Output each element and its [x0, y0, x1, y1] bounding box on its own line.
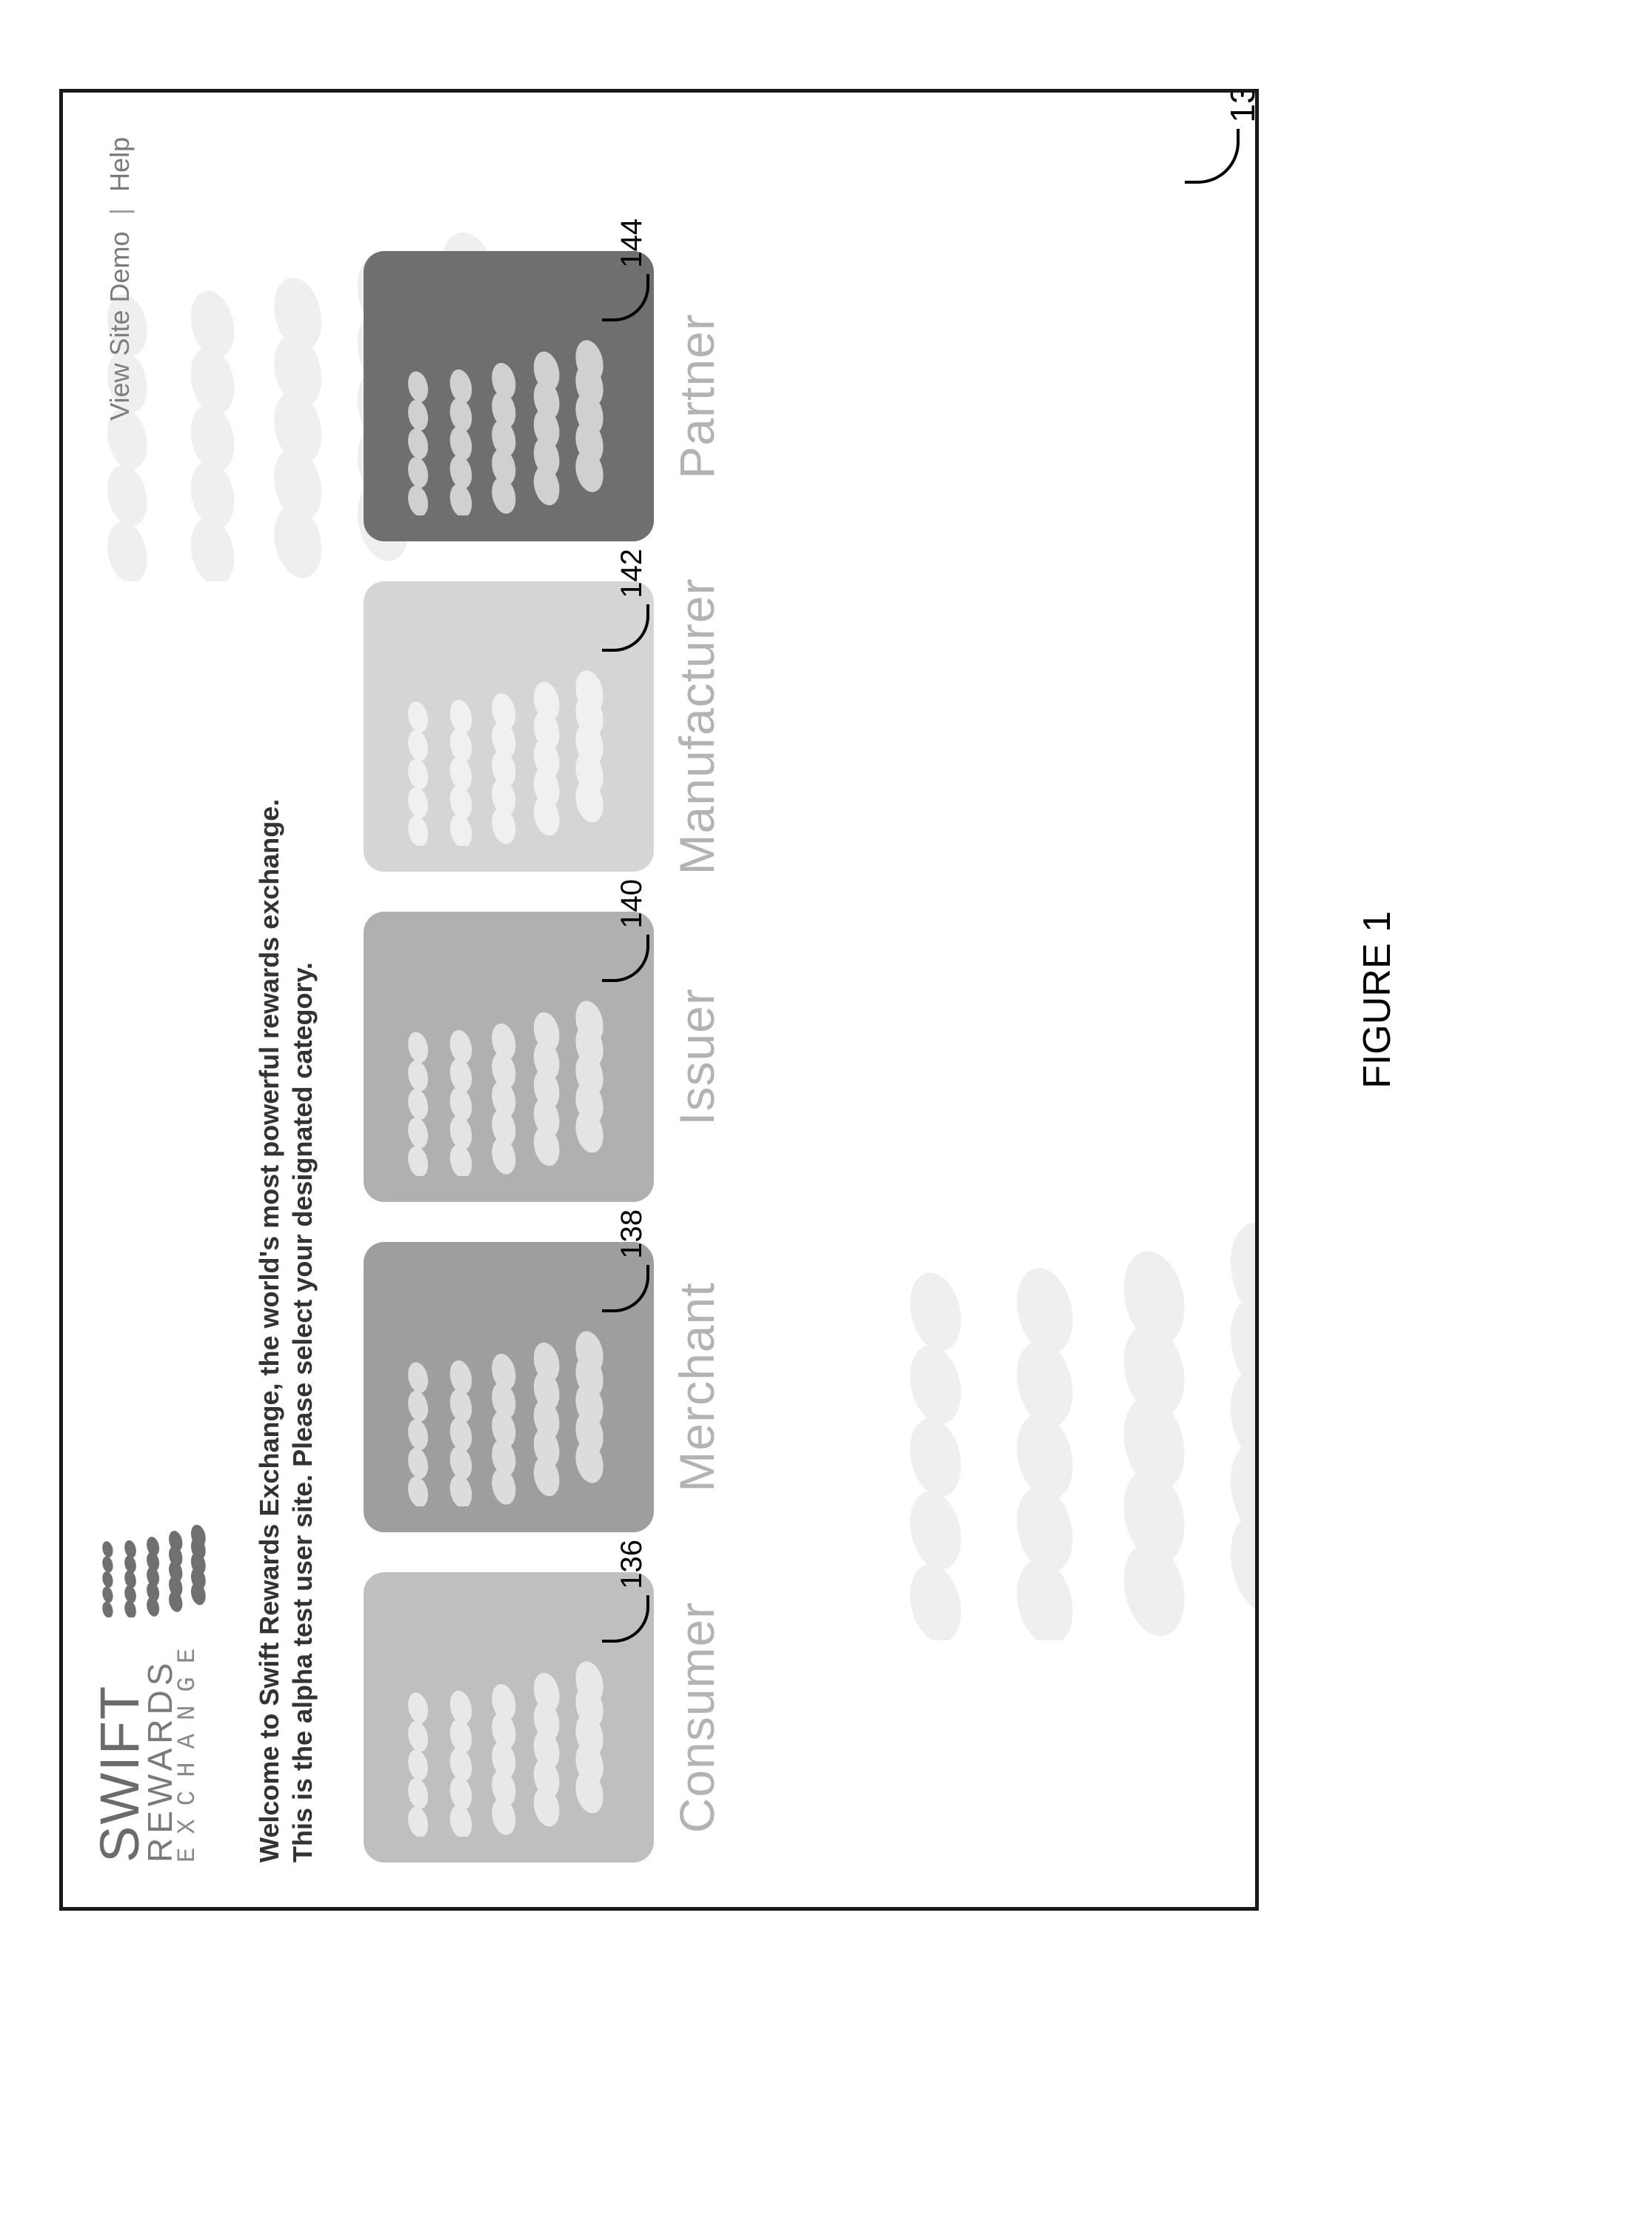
watermark-bottom-left [863, 1033, 1248, 1640]
utility-separator: | [104, 208, 135, 215]
tile-col-consumer: 136 Consumer [364, 1572, 725, 1863]
tile-col-issuer: 140 Issuer [364, 912, 725, 1202]
help-link[interactable]: Help [104, 137, 135, 192]
intro-line1: Welcome to Swift Rewards Exchange, the w… [253, 137, 286, 1863]
rotated-page: SWIFT REWARDS EXCHANGE View Site Demo | … [0, 0, 1481, 2000]
tile-merchant[interactable]: 138 [364, 1242, 654, 1532]
tile-label-partner: Partner [669, 313, 725, 478]
brand-wordmark: SWIFT REWARDS EXCHANGE [93, 1635, 201, 1863]
brand-line2: REWARDS [143, 1635, 177, 1863]
callout-144: 144 [612, 245, 660, 342]
tile-col-merchant: 138 Merchant [364, 1242, 725, 1532]
tile-col-partner: 144 Partner [364, 251, 725, 541]
header: SWIFT REWARDS EXCHANGE View Site Demo | … [63, 93, 208, 1907]
view-demo-link[interactable]: View Site Demo [104, 231, 135, 420]
callout-136: 136 [612, 1566, 660, 1663]
tile-label-manufacturer: Manufacturer [669, 578, 725, 875]
tile-label-issuer: Issuer [669, 988, 725, 1126]
brand: SWIFT REWARDS EXCHANGE [93, 1492, 201, 1863]
callout-138: 138 [612, 1236, 660, 1333]
brand-line3: EXCHANGE [175, 1635, 201, 1863]
callout-142: 142 [612, 575, 660, 672]
tile-consumer[interactable]: 136 [364, 1572, 654, 1863]
tile-issuer[interactable]: 140 [364, 912, 654, 1202]
app-window: SWIFT REWARDS EXCHANGE View Site Demo | … [59, 89, 1259, 1911]
tile-col-manufacturer: 142 Manufacturer [364, 581, 725, 872]
category-tile-row: 136 Consumer 138 Merchant 140 Issuer 142… [334, 93, 725, 1907]
tile-label-merchant: Merchant [669, 1282, 725, 1492]
figure-ref-134: 134 [1203, 89, 1259, 194]
brand-line1: SWIFT [93, 1635, 147, 1863]
brand-swoosh-icon [93, 1492, 181, 1617]
utility-links: View Site Demo | Help [93, 137, 136, 421]
intro-line2: This is the alpha test user site. Please… [286, 137, 319, 1863]
callout-140: 140 [612, 906, 660, 1003]
tile-manufacturer[interactable]: 142 [364, 581, 654, 872]
tile-label-consumer: Consumer [669, 1602, 725, 1833]
intro-copy: Welcome to Swift Rewards Exchange, the w… [208, 93, 334, 1907]
figure-caption: FIGURE 1 [1355, 0, 1399, 2000]
tile-partner[interactable]: 144 [364, 251, 654, 541]
